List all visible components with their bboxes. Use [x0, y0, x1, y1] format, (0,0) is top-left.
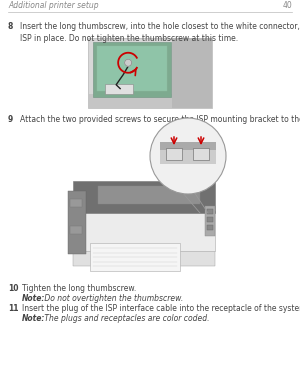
FancyBboxPatch shape: [73, 251, 215, 266]
Circle shape: [125, 59, 132, 66]
Circle shape: [150, 118, 226, 194]
FancyBboxPatch shape: [73, 181, 215, 213]
FancyBboxPatch shape: [207, 225, 213, 230]
Text: Insert the long thumbscrew, into the hole closest to the white connector, and tu: Insert the long thumbscrew, into the hol…: [20, 22, 300, 43]
FancyBboxPatch shape: [205, 206, 215, 236]
Text: 9: 9: [8, 115, 13, 124]
Text: 11: 11: [8, 304, 19, 313]
FancyBboxPatch shape: [88, 94, 172, 108]
Text: Attach the two provided screws to secure the ISP mounting bracket to the system : Attach the two provided screws to secure…: [20, 115, 300, 124]
Text: 8: 8: [8, 22, 14, 31]
FancyBboxPatch shape: [160, 142, 216, 150]
FancyBboxPatch shape: [70, 226, 82, 234]
FancyBboxPatch shape: [97, 46, 167, 91]
FancyBboxPatch shape: [207, 217, 213, 222]
FancyBboxPatch shape: [98, 186, 200, 204]
FancyBboxPatch shape: [160, 142, 216, 164]
FancyBboxPatch shape: [93, 42, 171, 97]
FancyBboxPatch shape: [78, 211, 215, 251]
Text: Note:: Note:: [22, 294, 45, 303]
Text: Note:: Note:: [22, 314, 45, 323]
FancyBboxPatch shape: [90, 243, 180, 271]
FancyBboxPatch shape: [105, 83, 133, 94]
Text: 40: 40: [282, 1, 292, 10]
Text: Additional printer setup: Additional printer setup: [8, 1, 99, 10]
FancyBboxPatch shape: [88, 38, 212, 108]
FancyBboxPatch shape: [172, 38, 212, 108]
Text: The plugs and receptacles are color coded.: The plugs and receptacles are color code…: [42, 314, 209, 323]
FancyBboxPatch shape: [70, 199, 82, 207]
FancyBboxPatch shape: [166, 148, 182, 160]
Text: Tighten the long thumbscrew.: Tighten the long thumbscrew.: [22, 284, 136, 293]
FancyBboxPatch shape: [193, 148, 209, 160]
FancyBboxPatch shape: [68, 191, 86, 254]
Text: 10: 10: [8, 284, 19, 293]
Text: Do not overtighten the thumbscrew.: Do not overtighten the thumbscrew.: [42, 294, 183, 303]
FancyBboxPatch shape: [207, 209, 213, 214]
Text: Insert the plug of the ISP interface cable into the receptacle of the system boa: Insert the plug of the ISP interface cab…: [22, 304, 300, 313]
